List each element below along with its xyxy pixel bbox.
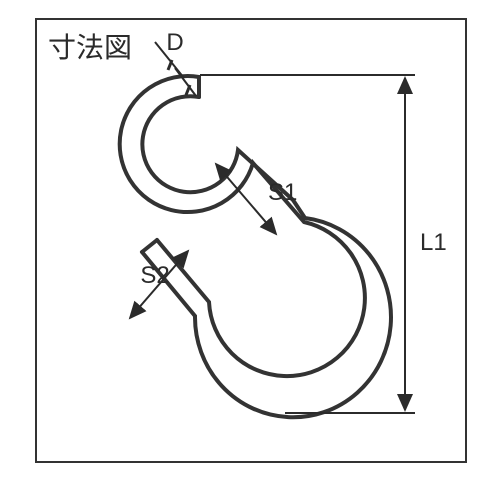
- dimension-s1-label: S1: [268, 179, 297, 206]
- s-hook-shape: [120, 76, 391, 417]
- dimension-l1-label: L1: [420, 229, 447, 256]
- dimension-l1: [200, 75, 415, 413]
- dimension-d-label: D: [166, 29, 183, 56]
- dimension-s2-label: S2: [140, 262, 169, 289]
- dimension-drawing: D S1 S2 L1: [0, 0, 500, 500]
